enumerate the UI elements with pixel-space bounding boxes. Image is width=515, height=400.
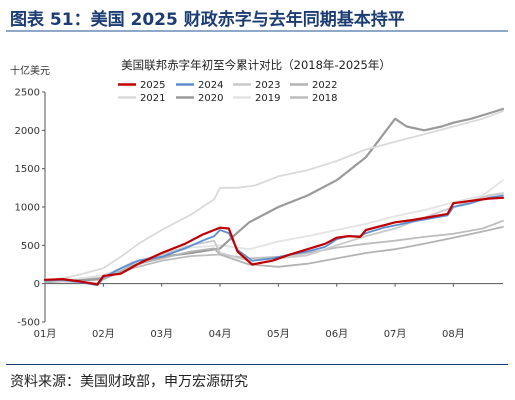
y-tick-label: 2500 — [15, 88, 40, 99]
x-tick-label: 07月 — [384, 328, 407, 340]
chart-title: 美国联邦赤字年初至今累计对比（2018年-2025年） — [121, 58, 391, 72]
y-tick-label: 500 — [21, 241, 40, 252]
y-tick-label: -500 — [17, 318, 40, 329]
x-tick-label: 03月 — [150, 328, 173, 340]
x-axis: 01月 02月 03月 04月 05月 06月 07月 08月 — [34, 283, 503, 340]
title-rule — [6, 30, 508, 32]
y-tick-label: 0 — [34, 279, 40, 290]
legend-label-2020: 2020 — [198, 93, 223, 104]
series-lines — [43, 107, 505, 287]
x-tick-label: 02月 — [92, 328, 115, 340]
series-line-2022 — [44, 225, 504, 285]
x-tick-label: 08月 — [442, 328, 465, 340]
x-tick-label: 04月 — [209, 328, 232, 340]
legend-label-2025: 2025 — [140, 80, 165, 91]
legend: 2025 2024 2023 2022 2021 2020 2019 2018 — [118, 80, 337, 104]
figure-title: 图表 51：美国 2025 财政赤字与去年同期基本持平 — [10, 10, 405, 30]
legend-label-2018: 2018 — [312, 93, 337, 104]
x-tick-label: 06月 — [325, 328, 348, 340]
y-axis-unit-label: 十亿美元 — [10, 64, 50, 77]
series-line-2021 — [44, 110, 504, 283]
y-tick-label: 2000 — [15, 126, 40, 137]
y-axis: -500 0 500 1000 1500 2000 2500 — [15, 88, 46, 329]
legend-label-2021: 2021 — [140, 93, 165, 104]
y-tick-label: 1000 — [15, 203, 40, 214]
line-chart: 美国联邦赤字年初至今累计对比（2018年-2025年） 十亿美元 -500 0 50… — [10, 58, 505, 340]
legend-label-2022: 2022 — [312, 80, 337, 91]
source-note: 资料来源：美国财政部，申万宏源研究 — [10, 374, 248, 390]
legend-label-2024: 2024 — [198, 80, 223, 91]
y-tick-label: 1500 — [15, 164, 40, 175]
series-line-2020 — [43, 107, 505, 284]
series-line-2025 — [43, 196, 505, 286]
x-tick-label: 05月 — [267, 328, 290, 340]
series-line-2019 — [44, 179, 504, 281]
legend-label-2019: 2019 — [255, 93, 280, 104]
x-tick-label: 01月 — [34, 328, 57, 340]
source-rule — [6, 364, 508, 365]
legend-label-2023: 2023 — [255, 80, 280, 91]
